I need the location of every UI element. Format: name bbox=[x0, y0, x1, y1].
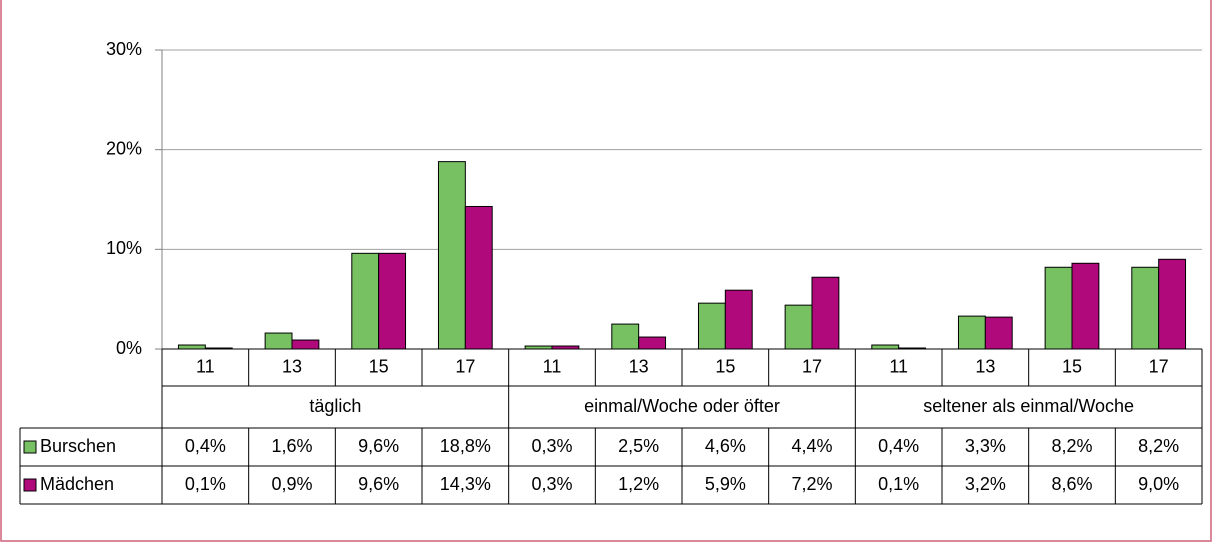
legend-label: Burschen bbox=[40, 436, 116, 456]
group-label: einmal/Woche oder öfter bbox=[584, 396, 780, 416]
x-tick-label: 13 bbox=[282, 356, 302, 376]
data-label: 4,6% bbox=[705, 436, 746, 456]
data-label: 0,1% bbox=[878, 474, 919, 494]
bar bbox=[784, 304, 813, 350]
data-label: 1,6% bbox=[271, 436, 312, 456]
bar bbox=[291, 339, 320, 350]
bar bbox=[1158, 258, 1187, 350]
x-tick-label: 11 bbox=[196, 356, 215, 376]
bar bbox=[464, 205, 493, 350]
x-tick-label: 13 bbox=[975, 356, 995, 376]
bar bbox=[1044, 266, 1073, 350]
data-label: 8,2% bbox=[1051, 436, 1092, 456]
bar bbox=[871, 344, 900, 350]
bar bbox=[1131, 266, 1160, 350]
data-label: 9,6% bbox=[358, 436, 399, 456]
bar bbox=[611, 323, 640, 350]
bar bbox=[957, 315, 986, 350]
x-tick-label: 15 bbox=[1062, 356, 1082, 376]
y-tick-label: 20% bbox=[106, 138, 142, 158]
bar bbox=[638, 336, 667, 350]
bar bbox=[724, 289, 753, 350]
x-tick-label: 13 bbox=[629, 356, 649, 376]
x-tick-label: 11 bbox=[543, 356, 562, 376]
group-label: seltener als einmal/Woche bbox=[923, 396, 1134, 416]
data-label: 7,2% bbox=[791, 474, 832, 494]
x-tick-label: 17 bbox=[802, 356, 822, 376]
data-label: 3,2% bbox=[965, 474, 1006, 494]
data-label: 9,0% bbox=[1138, 474, 1179, 494]
data-label: 0,9% bbox=[271, 474, 312, 494]
data-label: 0,1% bbox=[185, 474, 226, 494]
bar bbox=[378, 252, 407, 350]
data-label: 5,9% bbox=[705, 474, 746, 494]
bar bbox=[437, 161, 466, 350]
legend-label: Mädchen bbox=[40, 474, 114, 494]
bar bbox=[1071, 262, 1100, 350]
x-tick-label: 17 bbox=[1149, 356, 1169, 376]
data-label: 9,6% bbox=[358, 474, 399, 494]
x-tick-label: 17 bbox=[455, 356, 475, 376]
legend-swatch bbox=[23, 440, 37, 454]
data-label: 18,8% bbox=[440, 436, 491, 456]
data-label: 2,5% bbox=[618, 436, 659, 456]
data-label: 8,6% bbox=[1051, 474, 1092, 494]
y-tick-label: 10% bbox=[106, 238, 142, 258]
data-label: 8,2% bbox=[1138, 436, 1179, 456]
y-tick-label: 0% bbox=[116, 338, 142, 358]
bar bbox=[811, 276, 840, 350]
y-tick-label: 30% bbox=[106, 39, 142, 59]
group-label: täglich bbox=[309, 396, 361, 416]
data-label: 14,3% bbox=[440, 474, 491, 494]
bar bbox=[264, 332, 293, 350]
data-label: 0,4% bbox=[185, 436, 226, 456]
data-label: 3,3% bbox=[965, 436, 1006, 456]
data-label: 0,4% bbox=[878, 436, 919, 456]
bar bbox=[697, 302, 726, 350]
bar bbox=[177, 344, 206, 350]
bar bbox=[984, 316, 1013, 350]
legend-swatch bbox=[23, 478, 37, 492]
data-label: 0,3% bbox=[531, 474, 572, 494]
data-label: 4,4% bbox=[791, 436, 832, 456]
x-tick-label: 15 bbox=[369, 356, 389, 376]
data-label: 1,2% bbox=[618, 474, 659, 494]
x-tick-label: 15 bbox=[715, 356, 735, 376]
data-label: 0,3% bbox=[531, 436, 572, 456]
bar bbox=[351, 252, 380, 350]
x-tick-label: 11 bbox=[889, 356, 908, 376]
